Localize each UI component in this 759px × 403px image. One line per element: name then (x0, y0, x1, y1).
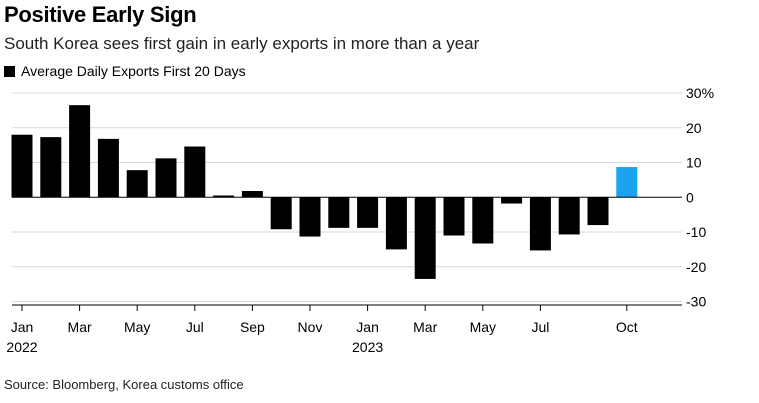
bar (155, 158, 177, 198)
bar (472, 197, 494, 244)
x-tick-label: Jul (531, 319, 549, 335)
x-tick-label: Mar (413, 319, 437, 335)
x-tick-label: Jul (186, 319, 204, 335)
y-tick-label: 30% (686, 85, 714, 101)
bar (587, 197, 609, 226)
x-tick-label: Nov (298, 319, 323, 335)
bar (241, 191, 263, 198)
bar (299, 197, 321, 237)
bar (126, 170, 148, 198)
bar (414, 197, 436, 279)
x-tick-label: Jan (356, 319, 379, 335)
legend: Average Daily Exports First 20 Days (4, 63, 246, 79)
highlight-bar (616, 167, 638, 198)
x-tick-label: Oct (616, 319, 638, 335)
y-axis-ticks: 30% 20 10 0 -10 -20 -30 (686, 85, 714, 310)
chart-title: Positive Early Sign (4, 2, 197, 27)
bar (11, 134, 33, 198)
bar (213, 195, 235, 198)
gridlines (12, 92, 682, 303)
bar (385, 197, 407, 250)
x-axis-ticks: Jan 2022 Mar May Jul Sep Nov Jan 2023 Mar May Jul Oc… (6, 305, 638, 355)
bar (270, 197, 292, 230)
bar (501, 197, 523, 204)
y-tick-label: 10 (686, 155, 702, 171)
chart-subtitle: South Korea sees first gain in early exp… (4, 34, 480, 53)
bar (357, 197, 379, 228)
x-tick-label: Jan (11, 319, 34, 335)
source-note: Source: Bloomberg, Korea customs office (4, 377, 244, 392)
y-tick-label: 0 (686, 189, 694, 205)
legend-label: Average Daily Exports First 20 Days (21, 63, 246, 79)
x-tick-label: Sep (240, 319, 265, 335)
x-tick-label: Mar (68, 319, 92, 335)
bar (184, 146, 206, 198)
bar (40, 137, 62, 198)
bar (69, 105, 91, 198)
y-tick-label: 20 (686, 120, 702, 136)
bar (97, 138, 119, 198)
x-tick-year-label: 2022 (6, 339, 37, 355)
x-tick-label: May (470, 319, 496, 335)
x-tick-year-label: 2023 (352, 339, 383, 355)
bars (11, 105, 638, 279)
bar (443, 197, 465, 236)
y-tick-label: -30 (686, 294, 706, 310)
legend-swatch (4, 65, 15, 77)
x-tick-label: May (124, 319, 150, 335)
y-tick-label: -20 (686, 259, 706, 275)
bar (328, 197, 350, 228)
bar (558, 197, 580, 235)
axes (12, 196, 682, 306)
y-tick-label: -10 (686, 224, 706, 240)
bar (529, 197, 551, 251)
